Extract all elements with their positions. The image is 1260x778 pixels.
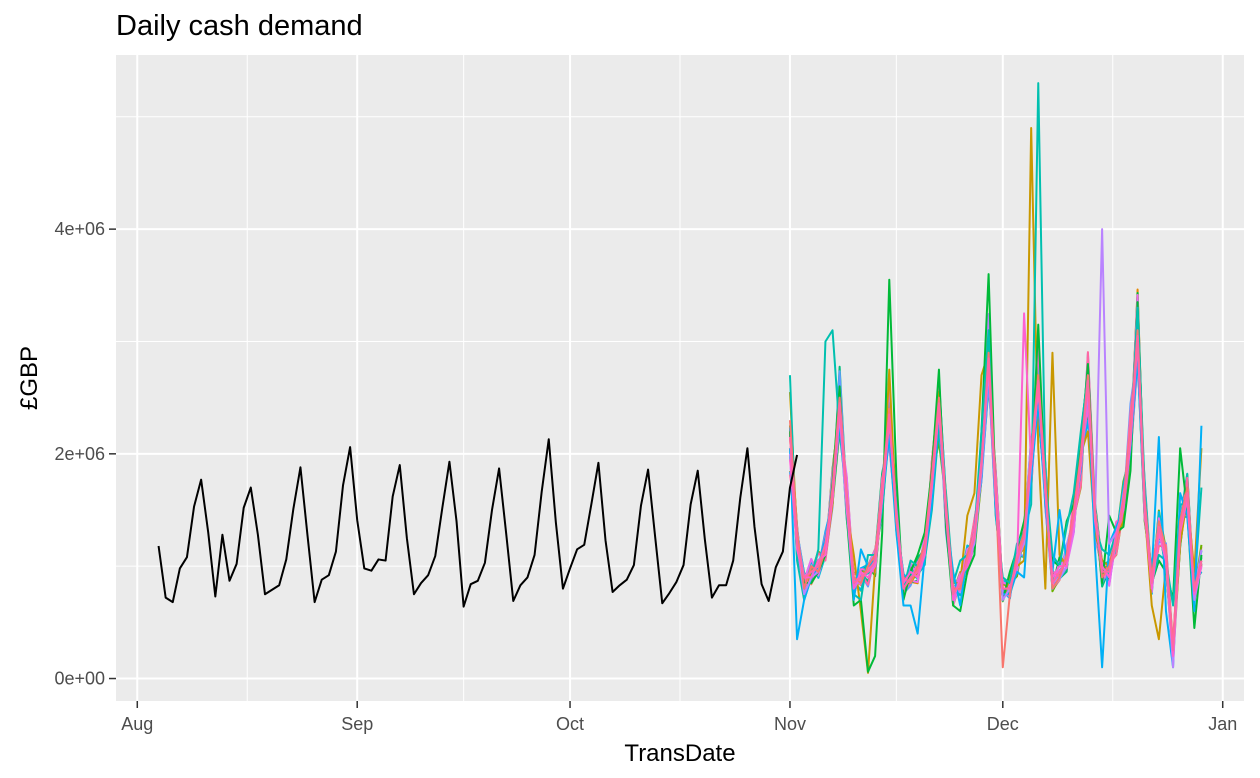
grid-minor [116,55,1244,701]
x-axis-title: TransDate [624,740,735,767]
history-series-line [157,438,799,608]
y-axis-title: £GBP [16,346,43,410]
x-tick-label: Jan [1208,714,1237,734]
y-tick-label: 4e+06 [54,219,105,239]
x-axis: Aug Sep Oct Nov Dec Jan [121,701,1237,734]
x-tick-label: Dec [987,714,1019,734]
forecast-series-line [788,334,1203,652]
chart-title: Daily cash demand [116,10,363,42]
x-tick-label: Sep [341,714,373,734]
x-tick-label: Nov [774,714,806,734]
x-tick-label: Oct [556,714,584,734]
grid-major [116,55,1244,701]
history-line [157,438,799,608]
x-tick-label: Aug [121,714,153,734]
y-tick-label: 0e+00 [54,669,105,689]
forecast-lines [788,82,1203,674]
y-axis: 0e+00 2e+06 4e+06 [54,219,116,689]
y-tick-label: 2e+06 [54,444,105,464]
